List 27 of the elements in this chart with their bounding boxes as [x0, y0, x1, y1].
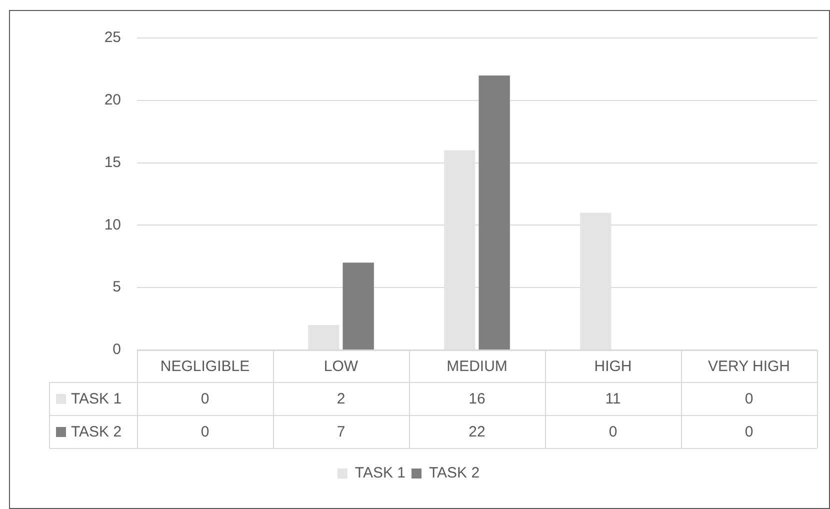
y-tick-label: 25 [104, 29, 121, 46]
x-tick-label: HIGH [594, 358, 632, 376]
data-label: 16 [468, 390, 486, 408]
data-label: 0 [200, 390, 210, 408]
bar [478, 75, 510, 350]
data-label: 0 [200, 424, 210, 441]
x-tick-label: MEDIUM [446, 358, 508, 376]
data-label: 7 [336, 424, 346, 441]
data-label: 0 [744, 390, 754, 408]
data-label: 0 [608, 424, 618, 441]
bar [342, 262, 374, 350]
y-tick-label: 5 [112, 278, 121, 296]
legend-label: TASK 1 [354, 464, 406, 482]
x-tick-label: NEGLIGIBLE [160, 358, 250, 376]
x-tick-label: LOW [324, 358, 359, 376]
y-tick-label: 20 [104, 92, 121, 109]
data-label: 22 [468, 424, 486, 441]
data-label: 0 [744, 424, 754, 441]
data-label: 2 [336, 390, 346, 408]
x-tick-label: VERY HIGH [708, 358, 790, 376]
y-tick-label: 0 [112, 341, 121, 358]
data-label: 11 [605, 390, 621, 408]
text: TASK 1 [71, 390, 122, 408]
y-tick-label: 15 [104, 154, 121, 171]
y-tick-label: 10 [104, 216, 121, 234]
legend-label: TASK 2 [429, 464, 480, 482]
text: TASK 2 [71, 424, 122, 441]
